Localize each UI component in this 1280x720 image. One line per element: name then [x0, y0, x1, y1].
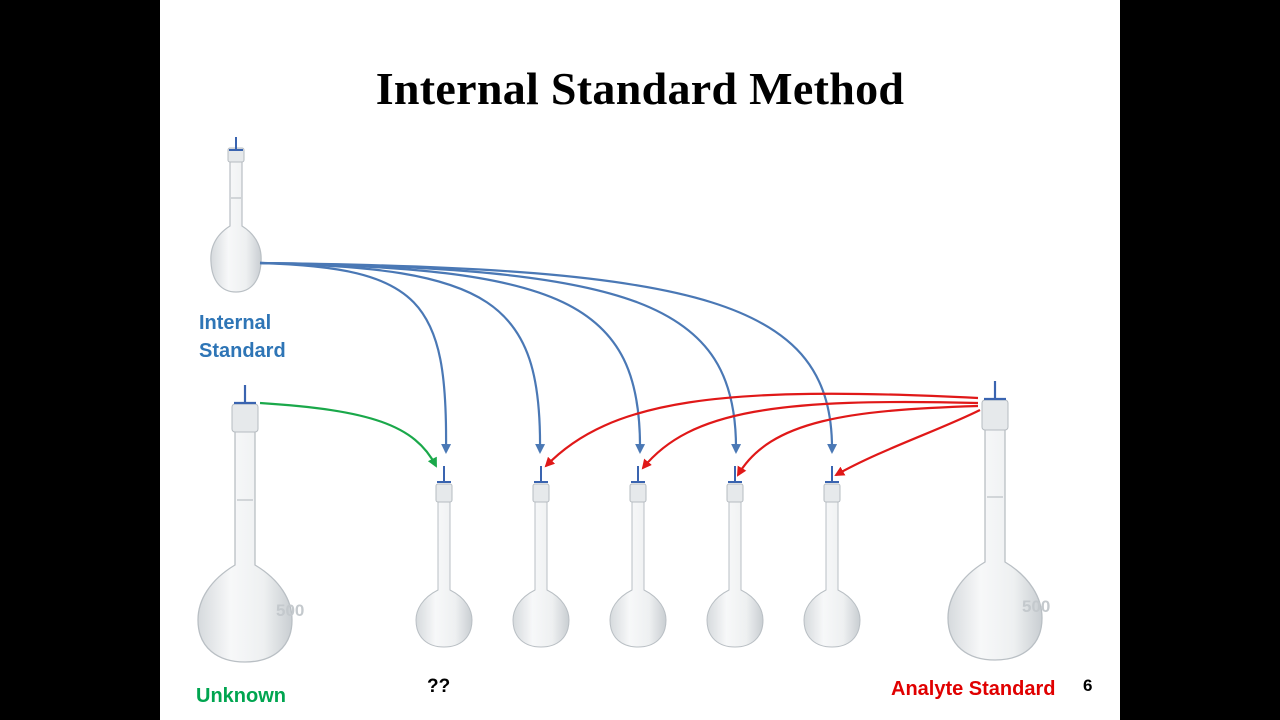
analyte-standard-label: Analyte Standard — [891, 678, 1056, 700]
internal-standard-label: Internal Standard — [199, 309, 286, 365]
blue-arrow-5 — [259, 261, 838, 454]
red-arrow-3 — [736, 404, 979, 477]
analyte-standard-flask — [947, 381, 1043, 661]
blue-arrow-2 — [259, 261, 546, 454]
flask-diagram: 500 500 — [197, 137, 1050, 663]
analyte-standard-arrows — [544, 392, 981, 477]
slide-title: Internal Standard Method — [375, 63, 905, 114]
sample-flask-5 — [803, 466, 861, 648]
green-arrow — [259, 401, 437, 468]
sample-flask-2 — [512, 466, 570, 648]
red-arrow-4 — [834, 409, 981, 476]
internal-standard-flask — [210, 137, 262, 293]
blue-arrow-3 — [259, 261, 646, 454]
unknown-result-label: ?? — [427, 676, 451, 697]
internal-standard-label-line2: Standard — [199, 340, 286, 362]
slide: Internal Standard Method — [160, 0, 1120, 720]
internal-standard-arrows — [259, 261, 838, 454]
red-arrow-1 — [544, 392, 979, 468]
flask-marking: 500 — [276, 601, 304, 620]
blue-arrow-1 — [259, 261, 452, 454]
sample-flask-1 — [415, 466, 473, 648]
slide-number: 6 — [1083, 676, 1093, 695]
unknown-flask — [197, 385, 293, 663]
unknown-label: Unknown — [196, 685, 286, 707]
red-arrow-2 — [641, 400, 979, 470]
internal-standard-label-line1: Internal — [199, 312, 272, 334]
flask-marking: 500 — [1022, 597, 1050, 616]
sample-flask-4 — [706, 466, 764, 648]
sample-flask-3 — [609, 466, 667, 648]
